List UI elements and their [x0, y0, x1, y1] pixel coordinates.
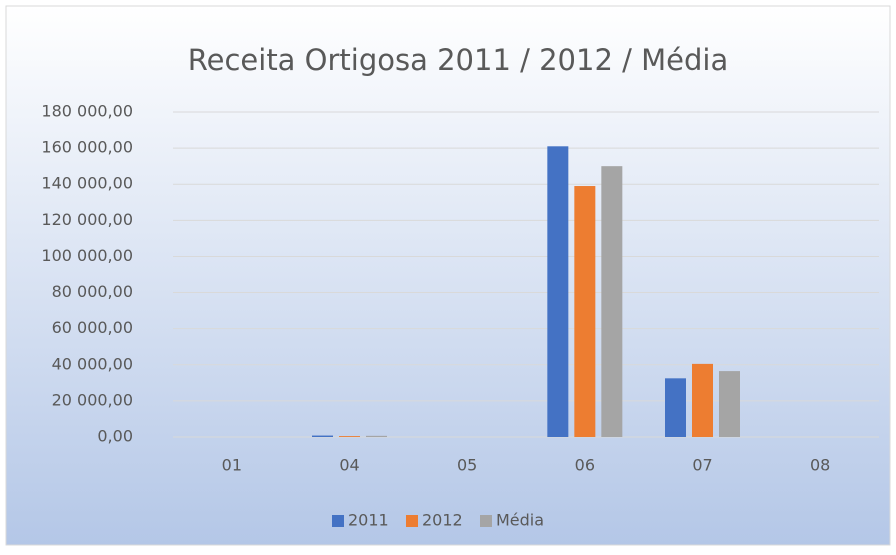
legend-swatch: [332, 515, 344, 527]
x-tick-label: 01: [222, 456, 242, 475]
chart-title: Receita Ortigosa 2011 / 2012 / Média: [188, 43, 728, 77]
y-tick-label: 80 000,00: [52, 282, 133, 301]
legend-swatch: [406, 515, 418, 527]
y-tick-label: 0,00: [97, 427, 133, 446]
y-tick-label: 160 000,00: [41, 138, 133, 157]
bar: [339, 436, 360, 437]
bar: [719, 371, 740, 437]
x-tick-label: 08: [810, 456, 830, 475]
legend-label: 2012: [422, 511, 463, 530]
x-tick-label: 06: [575, 456, 595, 475]
bar: [665, 378, 686, 437]
y-tick-label: 140 000,00: [41, 174, 133, 193]
y-tick-label: 40 000,00: [52, 354, 133, 373]
legend-label: 2011: [348, 511, 389, 530]
bar: [547, 146, 569, 438]
y-tick-label: 20 000,00: [52, 390, 133, 409]
y-tick-label: 100 000,00: [41, 246, 133, 265]
x-tick-label: 05: [457, 456, 477, 475]
bar: [312, 435, 333, 437]
x-tick-label: 04: [339, 456, 359, 475]
bar: [601, 166, 623, 437]
y-tick-label: 120 000,00: [41, 210, 133, 229]
bar: [692, 363, 713, 437]
legend-swatch: [480, 515, 492, 527]
bar: [366, 435, 387, 437]
chart-frame: [5, 5, 891, 546]
bar: [574, 186, 596, 437]
y-tick-label: 180 000,00: [41, 102, 133, 121]
y-tick-label: 60 000,00: [52, 318, 133, 337]
legend-label: Média: [496, 511, 544, 530]
x-tick-label: 07: [692, 456, 712, 475]
